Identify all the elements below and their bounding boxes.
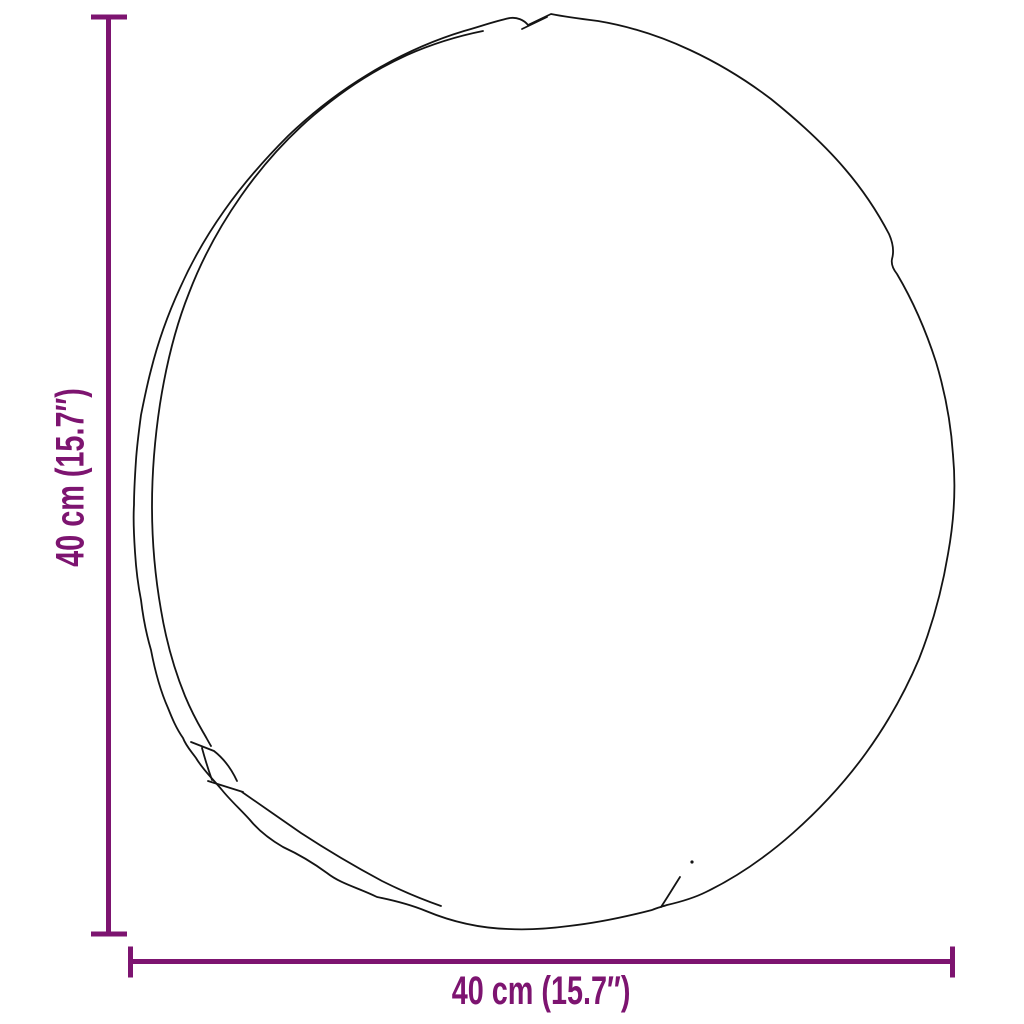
vertical-dimension-label: 40 cm (15.7″) xyxy=(48,387,93,567)
vertical-dimension-line-group xyxy=(91,14,127,937)
cushion-outline xyxy=(132,13,956,931)
dimension-lines xyxy=(91,14,955,978)
horizontal-dimension-line-group xyxy=(128,946,955,978)
horizontal-dimension-label: 40 cm (15.7″) xyxy=(451,968,631,1013)
cushion-bottom-branch-path xyxy=(660,876,681,908)
cushion-inner-seam-path xyxy=(151,30,484,747)
cushion-seam-tag-path xyxy=(190,741,442,907)
cushion-top-notch-path xyxy=(521,16,548,30)
cushion-speck-dot xyxy=(690,860,694,864)
cushion-outer-edge-path xyxy=(132,13,956,931)
